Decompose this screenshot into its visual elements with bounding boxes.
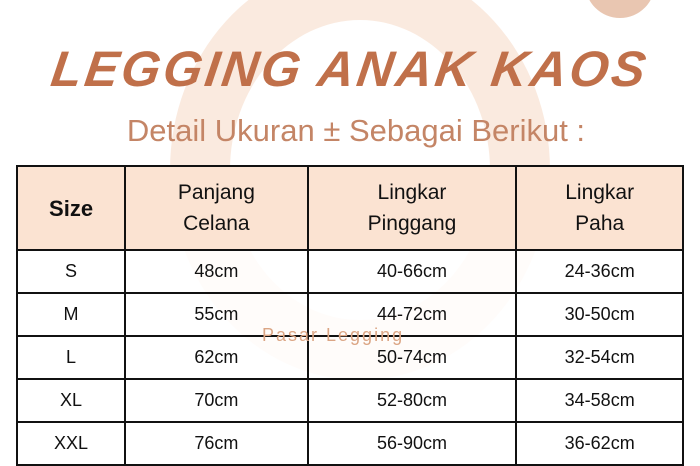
header-row: Size Panjang Celana Lingkar Pinggang Lingk… <box>15 165 684 251</box>
table-cell: 70cm <box>124 378 309 423</box>
table-row: XL 70cm 52-80cm 34-58cm <box>15 378 684 423</box>
table-cell: 44-72cm <box>306 292 518 337</box>
table-cell: 76cm <box>124 421 309 466</box>
table-cell: 36-62cm <box>515 421 684 466</box>
page-title: LEGGING ANAK KAOS <box>47 41 653 97</box>
header-size: Size <box>15 165 127 251</box>
table-cell: L <box>15 335 127 380</box>
table-cell: 34-58cm <box>515 378 684 423</box>
table-cell: 32-54cm <box>515 335 684 380</box>
table-cell: 50-74cm <box>306 335 518 380</box>
table-cell: 62cm <box>124 335 309 380</box>
table-cell: XXL <box>15 421 127 466</box>
table-cell: 24-36cm <box>515 249 684 294</box>
table-cell: 48cm <box>124 249 309 294</box>
table-row: S 48cm 40-66cm 24-36cm <box>15 249 684 294</box>
table-row: XXL 76cm 56-90cm 36-62cm <box>15 421 684 466</box>
header-panjang-celana: Panjang Celana <box>124 165 309 251</box>
table-cell: 40-66cm <box>306 249 518 294</box>
size-table: Size Panjang Celana Lingkar Pinggang Lingk… <box>15 165 684 466</box>
table-cell: S <box>15 249 127 294</box>
table-cell: 56-90cm <box>306 421 518 466</box>
table-cell: XL <box>15 378 127 423</box>
watermark-text: Pasar Legging <box>262 325 405 345</box>
subtitle: Detail Ukuran ± Sebagai Berikut : <box>126 113 586 148</box>
table-cell: 52-80cm <box>306 378 518 423</box>
table-cell: 55cm <box>124 292 309 337</box>
badge-decoration <box>585 0 655 18</box>
table-cell: M <box>15 292 127 337</box>
header-lingkar-paha: Lingkar Paha <box>515 165 684 251</box>
table-row: M 55cm 44-72cm 30-50cm <box>15 292 684 337</box>
table-cell: 30-50cm <box>515 292 684 337</box>
table-row: L 62cm 50-74cm 32-54cm <box>15 335 684 380</box>
header-lingkar-pinggang: Lingkar Pinggang <box>306 165 518 251</box>
